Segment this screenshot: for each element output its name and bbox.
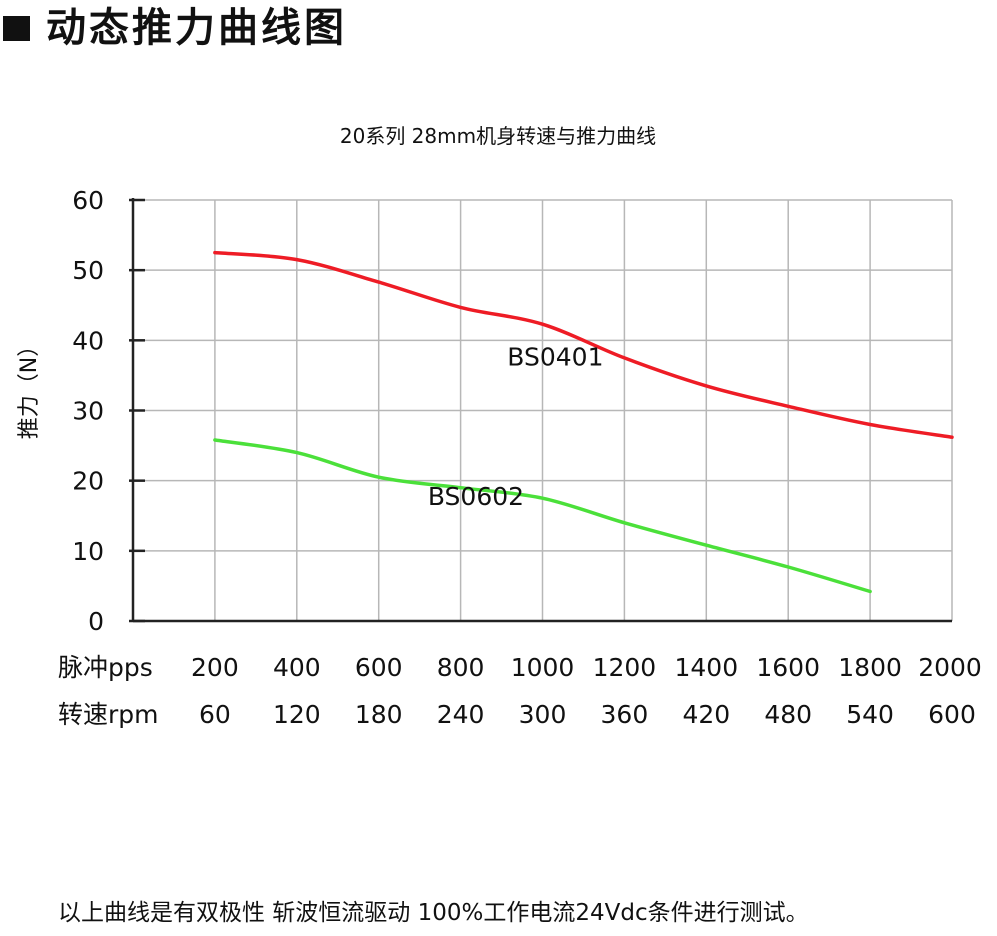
x-tick-label-pps: 800 [437, 653, 485, 682]
thrust-curve-chart: 20系列 28mm机身转速与推力曲线 0 10 20 30 40 50 60 推力（N） 脉冲p… [17, 124, 982, 729]
test-conditions-note: 以上曲线是有双极性 斩波恒流驱动 100%工作电流24Vdc条件进行测试。 [58, 900, 809, 926]
x-tick-label-pps: 1600 [756, 653, 820, 682]
y-tick-label: 50 [72, 256, 104, 285]
y-tick-label: 20 [72, 467, 104, 496]
series-layer [213, 250, 954, 594]
y-tick-label: 0 [88, 607, 104, 636]
y-tick-label: 60 [72, 186, 104, 215]
x-tick-label-pps: 400 [273, 653, 321, 682]
y-tick-label: 10 [72, 537, 104, 566]
x-tick-label-pps: 2000 [918, 653, 982, 682]
x-tick-label-pps: 1400 [674, 653, 738, 682]
tick-labels: 0 10 20 30 40 50 60 推力（N） 脉冲pps 转速rpm 200 400 600 800… [17, 186, 982, 729]
x-tick-label-rpm: 180 [355, 700, 403, 729]
chart-title: 20系列 28mm机身转速与推力曲线 [340, 124, 656, 148]
x-tick-label-rpm: 540 [846, 700, 894, 729]
y-axis-title: 推力（N） [17, 335, 42, 439]
page-title: 动态推力曲线图 [46, 5, 347, 51]
series-line-BS0401 [213, 250, 954, 439]
x-row-pps-label: 脉冲pps [58, 653, 153, 682]
x-tick-label-rpm: 300 [519, 700, 567, 729]
x-tick-label-rpm: 420 [682, 700, 730, 729]
x-tick-label-rpm: 120 [273, 700, 321, 729]
x-tick-label-rpm: 240 [437, 700, 485, 729]
series-label-BS0602: BS0602 [428, 482, 524, 511]
series-label-BS0401: BS0401 [507, 343, 603, 372]
page-header: 动态推力曲线图 [0, 0, 997, 60]
x-tick-label-pps: 1000 [511, 653, 575, 682]
x-tick-label-pps: 600 [355, 653, 403, 682]
x-tick-label-rpm: 60 [199, 700, 231, 729]
x-tick-label-rpm: 480 [764, 700, 812, 729]
x-tick-label-rpm: 360 [601, 700, 649, 729]
chart-axes [129, 198, 952, 623]
x-tick-label-pps: 1800 [838, 653, 902, 682]
chart-grid [133, 199, 953, 621]
y-tick-label: 30 [72, 397, 104, 426]
y-tick-label: 40 [72, 326, 104, 355]
title-square-icon [3, 16, 30, 41]
x-tick-label-pps: 1200 [593, 653, 657, 682]
x-row-rpm-label: 转速rpm [58, 700, 159, 729]
series-line-BS0602 [213, 438, 872, 594]
x-tick-label-rpm: 600 [928, 700, 976, 729]
x-tick-label-pps: 200 [191, 653, 239, 682]
